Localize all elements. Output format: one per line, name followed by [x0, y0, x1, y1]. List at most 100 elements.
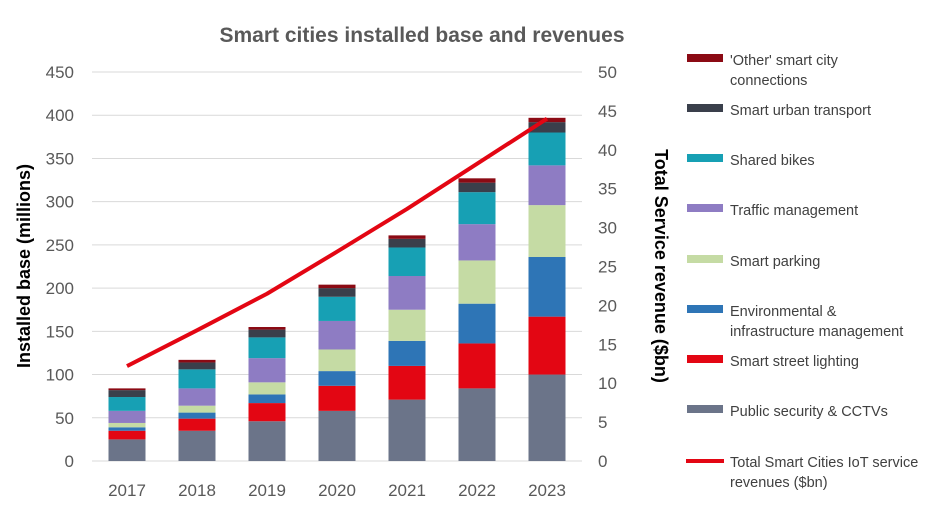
bar-segment — [178, 388, 216, 406]
bar-segment — [528, 165, 566, 206]
x-tick-label: 2017 — [108, 481, 146, 500]
bar-segment — [388, 247, 426, 277]
bar-segment — [108, 388, 146, 391]
bar-segment — [248, 327, 286, 330]
y2-tick-label: 30 — [598, 219, 617, 238]
bar-segment — [108, 430, 146, 440]
bar-segment — [388, 365, 426, 400]
y2-tick-label: 45 — [598, 102, 617, 121]
y2-tick-label: 10 — [598, 374, 617, 393]
bar-segment — [458, 260, 496, 304]
bar-segment — [318, 410, 356, 461]
bar-segment — [388, 276, 426, 310]
x-tick-label: 2023 — [528, 481, 566, 500]
bar-segment — [528, 132, 566, 166]
legend-label: Total Smart Cities IoT service revenues (… — [730, 455, 918, 491]
y-tick-label: 250 — [46, 236, 74, 255]
bar-segment — [528, 374, 566, 461]
bar-segment — [318, 296, 356, 321]
legend-label: Smart street lighting — [730, 354, 859, 370]
legend-label-line: infrastructure management — [730, 324, 903, 340]
y-tick-label: 400 — [46, 106, 74, 125]
bar-segment — [108, 390, 146, 398]
legend-label: Traffic management — [730, 203, 858, 219]
y2-tick-label: 50 — [598, 63, 617, 82]
legend-label: Shared bikes — [730, 153, 815, 169]
bar-segment — [248, 394, 286, 404]
bar-segment — [108, 422, 146, 428]
bar-segment — [528, 205, 566, 257]
y-tick-label: 50 — [55, 409, 74, 428]
y2-tick-label: 40 — [598, 141, 617, 160]
legend-label: Smart urban transport — [730, 103, 871, 119]
bar-segment — [528, 256, 566, 317]
legend-swatch — [687, 54, 723, 62]
bar-segment — [318, 385, 356, 411]
bar-segment — [318, 371, 356, 386]
y-tick-label: 200 — [46, 279, 74, 298]
bar-segment — [388, 309, 426, 341]
right-axis-ticks: 0 5 10 15 20 25 30 35 40 45 50 — [598, 63, 617, 471]
left-axis-ticks: 0 50 100 150 200 250 300 350 400 450 — [46, 63, 74, 471]
bar-segment — [318, 349, 356, 372]
y2-tick-label: 15 — [598, 335, 617, 354]
y-tick-label: 450 — [46, 63, 74, 82]
bar-segment — [108, 397, 146, 411]
x-tick-label: 2022 — [458, 481, 496, 500]
legend-label-line: Environmental & — [730, 304, 837, 320]
legend-swatch — [687, 204, 723, 212]
legend-label: Environmental & infrastructure management — [730, 304, 903, 340]
bar-segment — [108, 427, 146, 431]
legend-label-line: revenues ($bn) — [730, 475, 828, 491]
bar-segment — [248, 337, 286, 359]
x-tick-label: 2019 — [248, 481, 286, 500]
bar-segment — [458, 388, 496, 461]
revenue-line-layer — [126, 116, 549, 368]
bar-segment — [178, 369, 216, 389]
bar-segment — [248, 421, 286, 461]
bar-segment — [458, 303, 496, 344]
legend-label: Smart parking — [730, 254, 820, 270]
x-tick-label: 2018 — [178, 481, 216, 500]
revenue-line — [126, 116, 549, 368]
bar-segment — [178, 412, 216, 419]
legend-swatch — [687, 355, 723, 363]
legend-swatch — [687, 104, 723, 112]
legend-label-line: connections — [730, 73, 807, 89]
legend-swatch — [687, 154, 723, 162]
x-tick-label: 2021 — [388, 481, 426, 500]
bar-segment — [388, 340, 426, 366]
y-tick-label: 150 — [46, 322, 74, 341]
bar-segment — [178, 430, 216, 461]
legend-swatch — [687, 255, 723, 263]
legend-swatch — [687, 305, 723, 313]
y2-tick-label: 25 — [598, 258, 617, 277]
bar-segment — [248, 329, 286, 338]
y2-axis-title: Total Service revenue ($bn) — [651, 149, 671, 383]
bar-segment — [388, 399, 426, 461]
bar-segment — [528, 122, 566, 133]
bar-segment — [178, 418, 216, 431]
x-tick-label: 2020 — [318, 481, 356, 500]
legend-label: Public security & CCTVs — [730, 404, 888, 420]
bar-segment — [318, 284, 356, 289]
bars — [108, 117, 566, 461]
y2-tick-label: 0 — [598, 452, 607, 471]
x-axis-ticks: 2017 2018 2019 2020 2021 2022 2023 — [108, 481, 566, 500]
bar-segment — [248, 382, 286, 395]
legend: 'Other' smart city connections Smart urban… — [686, 53, 918, 491]
bar-segment — [458, 182, 496, 193]
bar-segment — [458, 178, 496, 183]
legend-label-line: Total Smart Cities IoT service — [730, 455, 918, 471]
bar-segment — [458, 192, 496, 225]
bar-segment — [388, 235, 426, 239]
y2-tick-label: 5 — [598, 413, 607, 432]
bar-segment — [318, 288, 356, 297]
y-tick-label: 350 — [46, 149, 74, 168]
bar-segment — [248, 403, 286, 422]
bar-segment — [458, 224, 496, 261]
y-tick-label: 0 — [65, 452, 74, 471]
legend-swatch — [687, 405, 723, 413]
bar-segment — [108, 439, 146, 461]
